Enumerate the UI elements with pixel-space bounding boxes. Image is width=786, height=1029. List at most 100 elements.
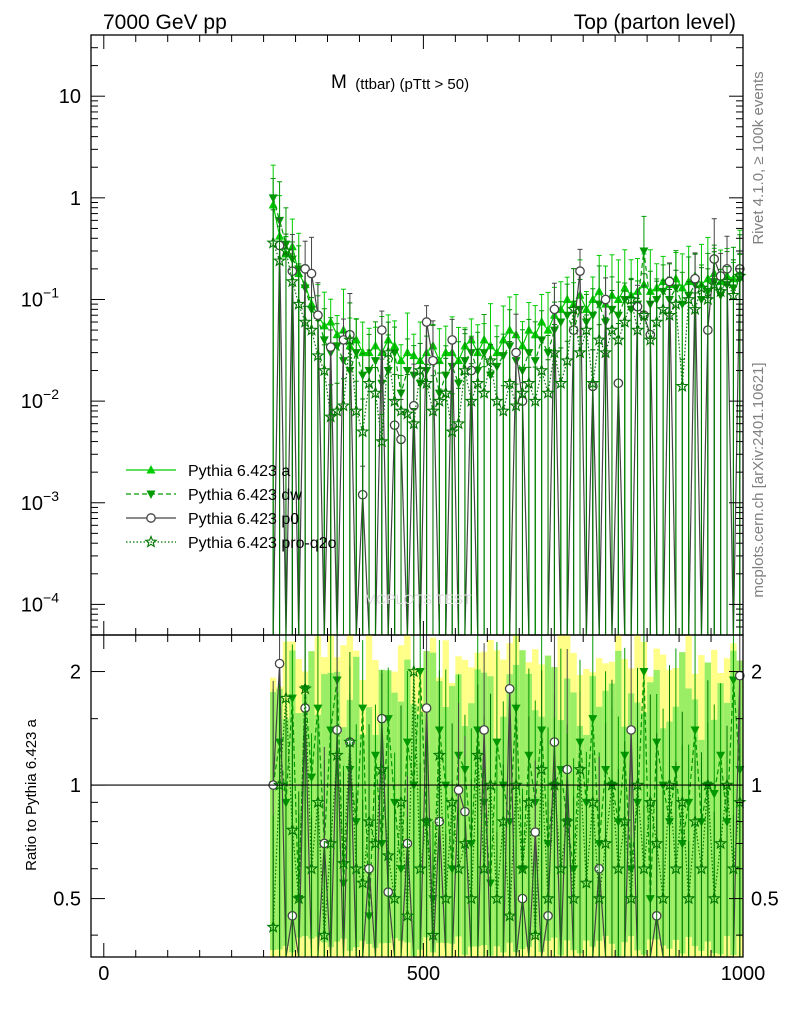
ratio-data-point <box>441 781 451 791</box>
legend-marker <box>146 490 156 499</box>
ratio-data-point <box>272 778 287 791</box>
y-tick-label: 1 <box>70 188 81 210</box>
data-point <box>598 345 613 359</box>
ratio-data-point <box>554 861 568 875</box>
y-tick-base: 10 <box>59 86 81 108</box>
data-point <box>477 386 491 399</box>
y-tick-exponent: −4 <box>43 589 59 605</box>
data-point <box>306 268 317 279</box>
series-line <box>272 197 741 396</box>
legend-marker <box>146 513 156 523</box>
ratio-data-point <box>298 681 312 695</box>
data-point <box>451 416 466 430</box>
ratio-data-point <box>291 891 306 905</box>
data-point <box>554 376 568 389</box>
data-point <box>490 393 504 407</box>
data-point <box>701 292 715 306</box>
ratio-data-point <box>464 891 479 905</box>
ratio-data-point <box>707 891 722 905</box>
data-point <box>376 325 387 335</box>
data-point <box>426 403 440 417</box>
data-point <box>592 332 606 346</box>
data-point <box>694 280 709 294</box>
data-point <box>530 357 540 366</box>
ratio-data-point <box>579 875 594 889</box>
data-point <box>681 292 696 306</box>
data-point <box>387 393 402 407</box>
series-pythia-6-423-dw <box>268 177 745 635</box>
ratio-data-point <box>453 785 464 795</box>
ratio-y-tick-label-right: 0.5 <box>751 889 779 911</box>
ratio-data-point <box>720 778 734 791</box>
data-point <box>649 314 664 328</box>
uncertainty-band-inner <box>429 652 437 953</box>
series-pythia-6-423-pro-q2o <box>266 209 747 635</box>
ratio-data-point <box>534 762 549 776</box>
ratio-data-point <box>592 891 606 905</box>
ratio-data-point <box>426 927 440 941</box>
data-point <box>541 386 555 399</box>
data-point <box>613 311 623 321</box>
ratio-data-point <box>530 827 541 838</box>
x-tick-label: 500 <box>407 963 440 985</box>
ratio-data-point <box>370 751 380 761</box>
panel-title-sub: (ttbar) (pTtt > 50) <box>355 76 469 93</box>
legend-label: Pythia 6.423 pro-q2o <box>188 535 337 552</box>
legend: Pythia 6.423 a Pythia 6.423 dw Pythia 6.42… <box>126 463 337 552</box>
ratio-data-point <box>477 861 491 875</box>
side-label-rivet: Rivet 4.1.0, ≥ 100k events <box>750 71 767 244</box>
ratio-data-point <box>445 795 459 809</box>
data-point <box>279 243 293 257</box>
y-tick-base: 10 <box>21 594 43 616</box>
data-point <box>556 318 566 328</box>
data-point <box>534 363 549 377</box>
panel-title: M (ttbar) (pTtt > 50) <box>331 72 469 93</box>
data-point <box>560 353 574 367</box>
data-point <box>713 284 728 298</box>
watermark: MCPLOTS TEST <box>364 591 472 607</box>
data-point <box>733 269 747 282</box>
y-tick-label: 10−1 <box>21 284 59 311</box>
ratio-data-point <box>709 789 719 799</box>
ratio-data-point <box>375 762 389 776</box>
ratio-data-point <box>662 778 677 791</box>
ratio-data-point <box>573 762 587 776</box>
ratio-series-line <box>272 671 741 936</box>
data-point <box>586 376 600 389</box>
ratio-data-point <box>355 875 370 889</box>
data-point <box>313 310 323 321</box>
ratio-data-point <box>503 908 517 922</box>
data-point <box>498 352 508 361</box>
data-point <box>656 302 670 316</box>
data-point <box>690 273 700 284</box>
data-point <box>349 403 363 417</box>
ratio-data-point <box>343 735 357 748</box>
ratio-y-tick-label-right: 1 <box>751 775 762 797</box>
ratio-data-point <box>560 814 574 828</box>
data-point <box>522 376 536 389</box>
ratio-data-point <box>547 778 562 791</box>
ratio-data-point <box>522 795 536 809</box>
ratio-data-point <box>630 778 645 791</box>
legend-marker <box>144 534 158 548</box>
ratio-data-point <box>504 683 515 694</box>
ratio-data-point <box>458 836 472 850</box>
data-point <box>285 274 300 288</box>
data-point <box>381 345 396 359</box>
data-point <box>688 302 702 316</box>
legend-label: Pythia 6.423 p0 <box>188 511 299 528</box>
ratio-data-point <box>492 738 502 748</box>
ratio-data-point <box>483 778 498 791</box>
data-point <box>549 304 560 315</box>
main-panel-series <box>266 164 747 636</box>
ratio-data-point <box>617 814 632 828</box>
data-point <box>304 323 319 336</box>
data-point <box>573 345 587 359</box>
ratio-data-point <box>643 795 658 809</box>
ratio-data-point <box>588 715 598 724</box>
data-point <box>447 335 458 345</box>
ratio-y-tick-label-left: 2 <box>70 662 81 684</box>
ratio-data-point <box>285 822 300 836</box>
